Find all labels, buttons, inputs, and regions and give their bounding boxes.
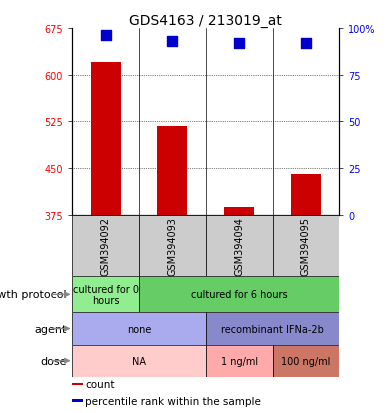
Point	[169, 39, 176, 45]
Text: 100 ng/ml: 100 ng/ml	[281, 356, 331, 366]
Text: GSM394093: GSM394093	[167, 217, 177, 275]
Bar	[224, 207, 254, 216]
Bar	[206, 313, 339, 345]
Text: 1 ng/ml: 1 ng/ml	[221, 356, 258, 366]
Text: dose: dose	[40, 356, 67, 366]
Point	[303, 40, 309, 47]
Text: GSM394092: GSM394092	[101, 216, 110, 275]
Title: GDS4163 / 213019_at: GDS4163 / 213019_at	[129, 14, 282, 28]
Text: agent: agent	[34, 324, 67, 334]
Point	[103, 33, 109, 40]
Bar	[273, 345, 339, 377]
Bar	[72, 277, 139, 313]
Bar	[72, 216, 139, 277]
Bar	[72, 382, 83, 385]
Text: percentile rank within the sample: percentile rank within the sample	[85, 396, 261, 406]
Bar	[72, 345, 206, 377]
Text: cultured for 0
hours: cultured for 0 hours	[73, 284, 138, 306]
Bar	[72, 313, 206, 345]
Text: cultured for 6 hours: cultured for 6 hours	[191, 290, 287, 300]
Text: growth protocol: growth protocol	[0, 290, 67, 300]
Bar	[72, 399, 83, 402]
Bar	[90, 63, 121, 216]
Bar	[291, 175, 321, 216]
Bar	[139, 216, 206, 277]
Bar	[206, 345, 273, 377]
Bar	[206, 216, 273, 277]
Text: count: count	[85, 379, 115, 389]
Text: recombinant IFNa-2b: recombinant IFNa-2b	[221, 324, 324, 334]
Text: GSM394095: GSM394095	[301, 216, 311, 275]
Point	[236, 40, 242, 47]
Text: NA: NA	[132, 356, 146, 366]
Bar	[157, 127, 187, 216]
Bar	[139, 277, 339, 313]
Bar	[273, 216, 339, 277]
Text: GSM394094: GSM394094	[234, 217, 244, 275]
Text: none: none	[127, 324, 151, 334]
